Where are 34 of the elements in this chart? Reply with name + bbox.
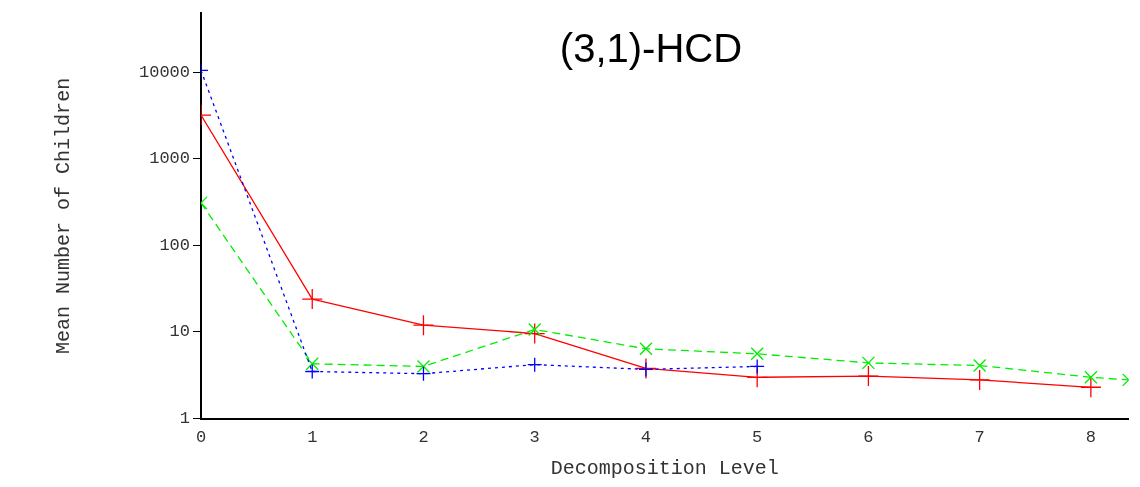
point	[639, 342, 653, 356]
point	[857, 365, 880, 387]
y-tick-label: 1	[179, 409, 190, 429]
x-axis-title: Decomposition Level	[550, 457, 779, 481]
x-tick-label: 0	[195, 428, 207, 448]
x-tick-label: 3	[529, 428, 540, 448]
y-tick-label: 1000	[149, 149, 190, 169]
x-tick-label: 1	[307, 428, 318, 448]
y-tick-label: 10000	[138, 62, 190, 82]
point	[1084, 370, 1098, 384]
point	[861, 356, 876, 370]
x-tick-label: 7	[974, 428, 985, 448]
x-tick-label: 8	[1085, 428, 1096, 448]
x-tick-label: 6	[863, 428, 874, 448]
y-tick-label: 10	[169, 322, 190, 342]
point	[304, 363, 320, 380]
x-tick-label: 5	[752, 428, 763, 448]
chart-title: (3,1)-HCD	[559, 26, 743, 71]
point	[969, 369, 991, 391]
x-tick-label: 4	[640, 428, 652, 448]
point	[415, 366, 432, 382]
point	[524, 322, 546, 345]
point	[972, 358, 987, 373]
y-tick-label: 100	[159, 235, 190, 255]
y-axis-title: Mean Number of Children	[52, 77, 76, 354]
point	[416, 359, 431, 374]
point	[412, 314, 435, 336]
point	[305, 357, 319, 371]
x-tick-label: 2	[418, 428, 429, 448]
point	[527, 356, 543, 373]
point	[750, 347, 764, 361]
point	[301, 288, 323, 310]
point	[749, 358, 765, 375]
point	[528, 322, 542, 337]
